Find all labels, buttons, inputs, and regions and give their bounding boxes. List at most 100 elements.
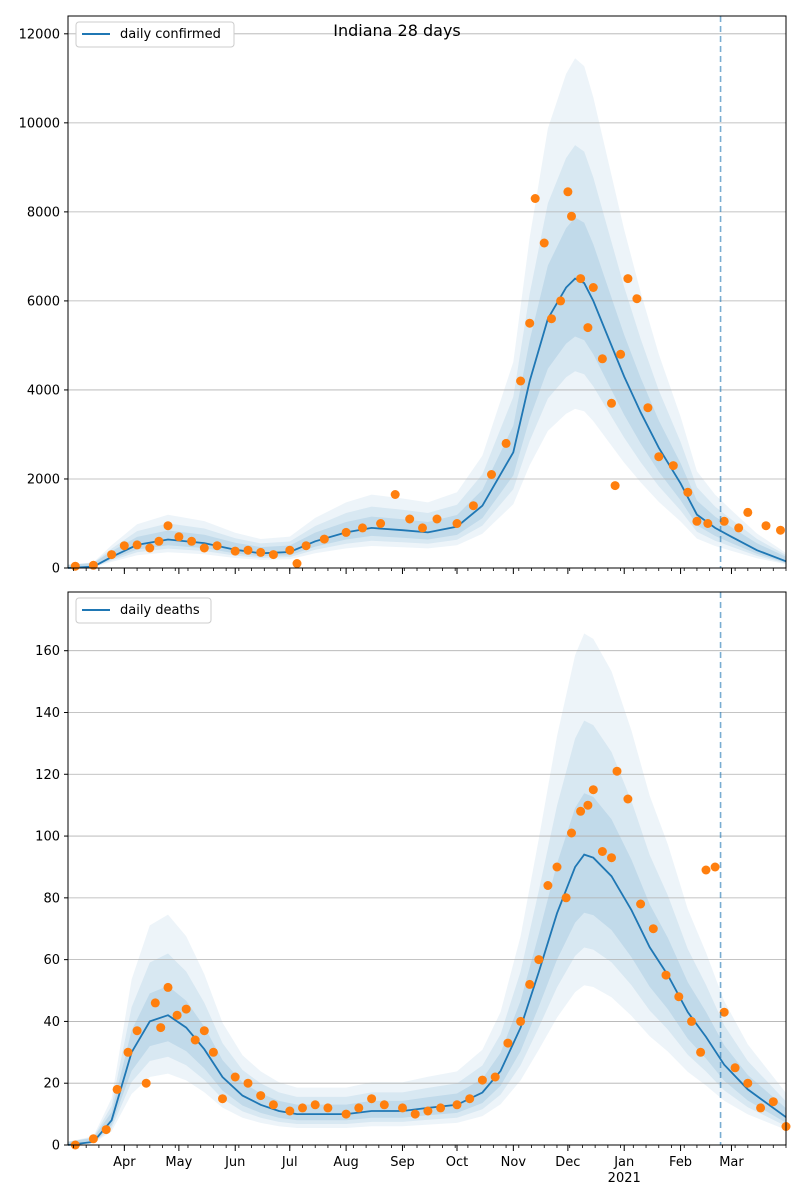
confirmed-observed-point <box>516 376 526 386</box>
deaths-observed-point <box>112 1084 122 1094</box>
deaths-observed-point <box>310 1100 320 1110</box>
confirmed-observed-point <box>501 438 511 448</box>
deaths-x-tick-label: Aug <box>333 1155 358 1170</box>
deaths-panel: 0 20 40 60 80 100 120 140 160 Apr May Jun Jul Aug Sep… <box>35 591 791 1186</box>
deaths-y-tick-label: 140 <box>35 706 60 721</box>
deaths-y-tick-label: 120 <box>35 768 60 783</box>
confirmed-plot-frame <box>67 15 787 569</box>
confirmed-observed-point <box>734 523 744 533</box>
deaths-observed-point <box>490 1072 500 1082</box>
deaths-y-tick-label: 40 <box>43 1015 60 1030</box>
confirmed-observed-point <box>610 481 620 491</box>
deaths-observed-point <box>674 992 684 1002</box>
deaths-observed-point <box>230 1072 240 1082</box>
deaths-observed-point <box>477 1075 487 1085</box>
deaths-y-tick-label: 100 <box>35 830 60 845</box>
confirmed-observed-point <box>301 541 311 551</box>
deaths-observed-point <box>543 881 553 890</box>
deaths-band-2 <box>68 793 786 1145</box>
confirmed-y-tick-label: 12000 <box>19 27 60 42</box>
deaths-observed-point <box>410 1109 420 1119</box>
deaths-observed-point <box>588 785 598 795</box>
deaths-observed-point <box>423 1106 433 1116</box>
deaths-observed-point <box>516 1016 526 1026</box>
deaths-x-tick-label: Jun <box>224 1155 245 1170</box>
deaths-plot-frame <box>67 591 787 1146</box>
confirmed-observed-point <box>588 283 598 292</box>
confirmed-observed-point <box>776 525 785 535</box>
deaths-observed-point <box>583 800 593 810</box>
confirmed-observed-point <box>119 541 129 551</box>
deaths-band-1 <box>68 720 786 1145</box>
confirmed-observed-point <box>632 294 642 304</box>
deaths-observed-point <box>243 1078 253 1088</box>
deaths-observed-point <box>597 847 607 856</box>
deaths-observed-point <box>256 1091 266 1101</box>
confirmed-y-tick-label: 6000 <box>27 294 60 309</box>
deaths-uncertainty-bands <box>68 633 786 1145</box>
confirmed-observed-point <box>132 540 142 550</box>
chart-title: Indiana 28 days <box>333 21 461 40</box>
deaths-observed-point <box>123 1047 133 1057</box>
deaths-observed-point <box>141 1078 151 1088</box>
deaths-x-year-label: 2021 <box>608 1171 641 1186</box>
confirmed-observed-points <box>70 187 785 571</box>
confirmed-observed-point <box>319 534 329 544</box>
deaths-observed-point <box>190 1035 200 1045</box>
confirmed-observed-point <box>623 274 633 284</box>
confirmed-observed-point <box>487 470 496 479</box>
deaths-y-axis: 0 20 40 60 80 100 120 140 160 <box>35 644 68 1154</box>
confirmed-observed-point <box>452 519 462 528</box>
confirmed-y-tick-label: 8000 <box>27 205 60 220</box>
confirmed-observed-point <box>341 527 351 537</box>
confirmed-band-0 <box>68 58 786 568</box>
deaths-gridlines <box>68 650 786 1146</box>
confirmed-band-1 <box>68 145 786 568</box>
confirmed-observed-point <box>743 507 753 517</box>
deaths-observed-point <box>710 862 720 872</box>
deaths-observed-point <box>576 806 586 816</box>
confirmed-band-2 <box>68 217 786 568</box>
confirmed-observed-point <box>692 516 702 526</box>
confirmed-observed-point <box>654 452 664 462</box>
deaths-observed-point <box>452 1100 462 1110</box>
confirmed-observed-point <box>719 516 729 526</box>
confirmed-observed-point <box>563 187 573 197</box>
confirmed-observed-point <box>539 238 549 248</box>
confirmed-observed-point <box>285 545 295 555</box>
confirmed-observed-point <box>432 514 442 524</box>
deaths-observed-point <box>181 1004 191 1014</box>
confirmed-observed-point <box>703 519 713 528</box>
confirmed-observed-point <box>576 274 586 284</box>
deaths-observed-point <box>687 1016 696 1026</box>
confirmed-observed-point <box>174 532 184 542</box>
confirmed-observed-point <box>607 398 616 408</box>
deaths-observed-point <box>534 955 544 965</box>
deaths-observed-point <box>756 1103 766 1113</box>
deaths-y-tick-label: 80 <box>43 891 60 906</box>
confirmed-observed-point <box>643 403 653 413</box>
deaths-band-0 <box>68 633 786 1145</box>
confirmed-observed-point <box>145 543 155 553</box>
confirmed-observed-point <box>597 354 607 364</box>
deaths-observed-point <box>101 1125 111 1135</box>
deaths-x-tick-label: Jul <box>281 1155 298 1170</box>
deaths-observed-point <box>768 1097 778 1107</box>
deaths-observed-point <box>661 970 671 980</box>
deaths-observed-point <box>208 1047 218 1057</box>
confirmed-y-tick-label: 2000 <box>27 472 60 487</box>
deaths-observed-point <box>636 899 646 909</box>
deaths-observed-point <box>341 1109 351 1119</box>
deaths-legend: daily deaths <box>75 597 212 624</box>
deaths-legend-box <box>75 597 212 624</box>
confirmed-observed-point <box>154 536 164 546</box>
deaths-observed-point <box>436 1103 446 1113</box>
deaths-observed-point <box>367 1094 377 1104</box>
confirmed-observed-point <box>668 461 678 471</box>
confirmed-observed-point <box>376 519 386 528</box>
confirmed-observed-point <box>405 514 415 524</box>
deaths-observed-point <box>218 1094 227 1104</box>
deaths-observed-point <box>150 998 160 1008</box>
deaths-observed-point <box>379 1100 389 1110</box>
